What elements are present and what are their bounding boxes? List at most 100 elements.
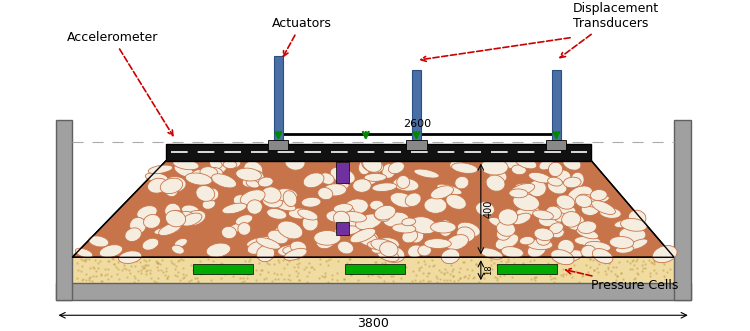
Ellipse shape <box>143 214 160 228</box>
Ellipse shape <box>495 234 519 250</box>
Ellipse shape <box>209 155 224 169</box>
Ellipse shape <box>338 241 353 254</box>
Ellipse shape <box>549 223 563 234</box>
Ellipse shape <box>236 168 261 181</box>
Bar <box>497 264 556 274</box>
Text: 2600: 2600 <box>404 119 431 129</box>
Ellipse shape <box>204 170 221 182</box>
Ellipse shape <box>278 221 303 239</box>
Ellipse shape <box>136 206 158 219</box>
Ellipse shape <box>289 208 311 219</box>
Ellipse shape <box>326 210 348 222</box>
Ellipse shape <box>320 173 334 184</box>
Ellipse shape <box>181 213 202 226</box>
Ellipse shape <box>165 203 181 219</box>
Ellipse shape <box>244 161 262 178</box>
Ellipse shape <box>556 250 583 263</box>
Ellipse shape <box>183 211 206 226</box>
Ellipse shape <box>534 228 554 241</box>
Ellipse shape <box>247 236 272 247</box>
Ellipse shape <box>258 177 273 187</box>
Ellipse shape <box>182 205 200 216</box>
Ellipse shape <box>536 234 550 245</box>
Ellipse shape <box>323 183 350 193</box>
Bar <box>274 56 283 142</box>
Ellipse shape <box>503 154 524 169</box>
Ellipse shape <box>173 159 199 170</box>
Ellipse shape <box>160 178 183 194</box>
Ellipse shape <box>450 160 464 170</box>
Ellipse shape <box>383 212 409 227</box>
Ellipse shape <box>546 206 562 220</box>
Ellipse shape <box>99 245 123 258</box>
Ellipse shape <box>551 227 564 238</box>
Ellipse shape <box>576 228 598 239</box>
Ellipse shape <box>175 238 188 247</box>
Ellipse shape <box>510 183 535 196</box>
Ellipse shape <box>393 178 418 191</box>
Ellipse shape <box>314 230 340 245</box>
Ellipse shape <box>364 173 386 181</box>
Ellipse shape <box>516 207 539 216</box>
Ellipse shape <box>559 205 576 214</box>
Ellipse shape <box>532 210 554 220</box>
Ellipse shape <box>360 232 378 243</box>
Ellipse shape <box>388 162 404 174</box>
Ellipse shape <box>446 235 469 250</box>
Ellipse shape <box>410 217 436 234</box>
Ellipse shape <box>142 238 159 250</box>
Ellipse shape <box>481 159 508 175</box>
Ellipse shape <box>437 184 462 195</box>
Ellipse shape <box>548 162 562 177</box>
Bar <box>166 144 591 161</box>
Ellipse shape <box>166 211 186 227</box>
Bar <box>406 140 427 150</box>
Ellipse shape <box>148 165 172 174</box>
Ellipse shape <box>200 167 217 178</box>
Ellipse shape <box>330 167 356 184</box>
Ellipse shape <box>476 202 494 216</box>
Ellipse shape <box>211 160 226 173</box>
Ellipse shape <box>334 226 361 235</box>
Ellipse shape <box>316 234 335 249</box>
Ellipse shape <box>278 245 302 256</box>
Ellipse shape <box>548 177 562 186</box>
Ellipse shape <box>262 194 283 208</box>
Ellipse shape <box>148 178 168 193</box>
Ellipse shape <box>164 181 178 197</box>
Bar <box>546 140 566 150</box>
Ellipse shape <box>501 247 524 258</box>
Ellipse shape <box>513 194 539 211</box>
Bar <box>268 140 289 150</box>
Text: Accelerometer: Accelerometer <box>67 31 172 135</box>
Ellipse shape <box>221 226 236 239</box>
Ellipse shape <box>578 221 597 233</box>
Ellipse shape <box>256 238 280 249</box>
Ellipse shape <box>374 206 396 220</box>
Ellipse shape <box>284 191 297 207</box>
Ellipse shape <box>88 236 109 247</box>
Ellipse shape <box>599 208 621 218</box>
Ellipse shape <box>616 245 634 253</box>
Ellipse shape <box>248 241 267 254</box>
Ellipse shape <box>614 219 638 228</box>
Ellipse shape <box>323 184 346 196</box>
Bar <box>345 264 405 274</box>
Ellipse shape <box>356 214 382 230</box>
Ellipse shape <box>154 226 180 235</box>
Ellipse shape <box>563 177 581 188</box>
Ellipse shape <box>130 217 146 234</box>
Ellipse shape <box>223 161 237 168</box>
Ellipse shape <box>562 156 581 170</box>
Text: Actuators: Actuators <box>272 17 332 56</box>
Ellipse shape <box>378 209 393 219</box>
Ellipse shape <box>350 228 376 243</box>
Ellipse shape <box>439 220 452 236</box>
Ellipse shape <box>567 186 592 204</box>
Ellipse shape <box>246 180 259 188</box>
Ellipse shape <box>376 249 399 261</box>
Ellipse shape <box>273 189 297 201</box>
Ellipse shape <box>205 167 223 179</box>
Ellipse shape <box>480 248 502 259</box>
Ellipse shape <box>512 165 526 175</box>
